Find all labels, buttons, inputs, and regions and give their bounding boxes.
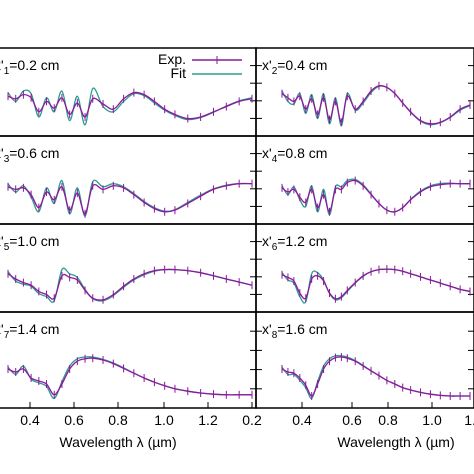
series-line-fit [7, 356, 252, 400]
x-tick-label: 1.2 [198, 412, 218, 428]
panel: x'7=1.4 cm [0, 311, 257, 409]
x-axis-left: 0.4 0.6 0.8 1.0 1.2 0.2 Wavelength λ (µm… [20, 402, 262, 450]
panel-label: x'6=1.2 cm [262, 233, 327, 253]
panel-label: x'8=1.6 cm [262, 321, 327, 341]
panel: x'6=1.2 cm [255, 223, 474, 313]
series-line-fit [7, 179, 253, 217]
panel: x'8=1.6 cm [255, 311, 474, 409]
panel-label: x'3=0.6 cm [0, 145, 59, 165]
x-tick-label: 0.4 [292, 412, 312, 428]
x-tick-label: 1.0 [154, 412, 174, 428]
series-line-exp [281, 179, 470, 213]
panel: x'2=0.4 cm [255, 47, 474, 137]
panel-label: x'4=0.8 cm [262, 145, 327, 165]
x-tick-label: 0.6 [342, 412, 362, 428]
x-tick-label: 0.4 [20, 412, 40, 428]
x-tick-label: 0.2 [242, 412, 262, 428]
series-line-exp [281, 356, 470, 397]
series-line-fit [281, 268, 471, 304]
series-line-fit [281, 85, 471, 127]
panel: x'3=0.6 cm [0, 135, 257, 225]
series-line-exp [7, 357, 252, 396]
panel-label: x'5=1.0 cm [0, 233, 59, 253]
x-tick-label: 0.8 [378, 412, 398, 428]
x-tick-label: 1.0 [422, 412, 442, 428]
panel-label: x'2=0.4 cm [262, 57, 327, 77]
panel: x'5=1.0 cm [0, 223, 257, 313]
x-axis-right: 0.4 0.6 0.8 1.0 1.2 Wavelength λ (µm) [292, 402, 474, 450]
series-line-exp [7, 182, 253, 215]
legend: Exp. Fit [158, 51, 242, 81]
x-tick-label: 0.8 [108, 412, 128, 428]
legend-exp-label: Exp. [158, 51, 186, 67]
series-line-exp [281, 84, 471, 125]
x-tick-label: 1.2 [464, 412, 474, 428]
x-axis-label-left: Wavelength λ (µm) [59, 434, 176, 450]
series-line-fit [281, 354, 470, 400]
series-line-exp [7, 91, 253, 120]
x-axis-label-right: Wavelength λ (µm) [337, 434, 454, 450]
panel: x'1=0.2 cm [0, 47, 257, 137]
panel-frame [255, 311, 474, 409]
series-line-exp [7, 268, 253, 301]
legend-fit-label: Fit [170, 65, 186, 81]
panel-label: x'7=1.4 cm [0, 321, 59, 341]
panel-label: x'1=0.2 cm [0, 57, 59, 77]
x-tick-label: 0.6 [64, 412, 84, 428]
panel: x'4=0.8 cm [255, 135, 474, 225]
series-line-exp [281, 268, 471, 300]
series-line-fit [7, 267, 253, 303]
